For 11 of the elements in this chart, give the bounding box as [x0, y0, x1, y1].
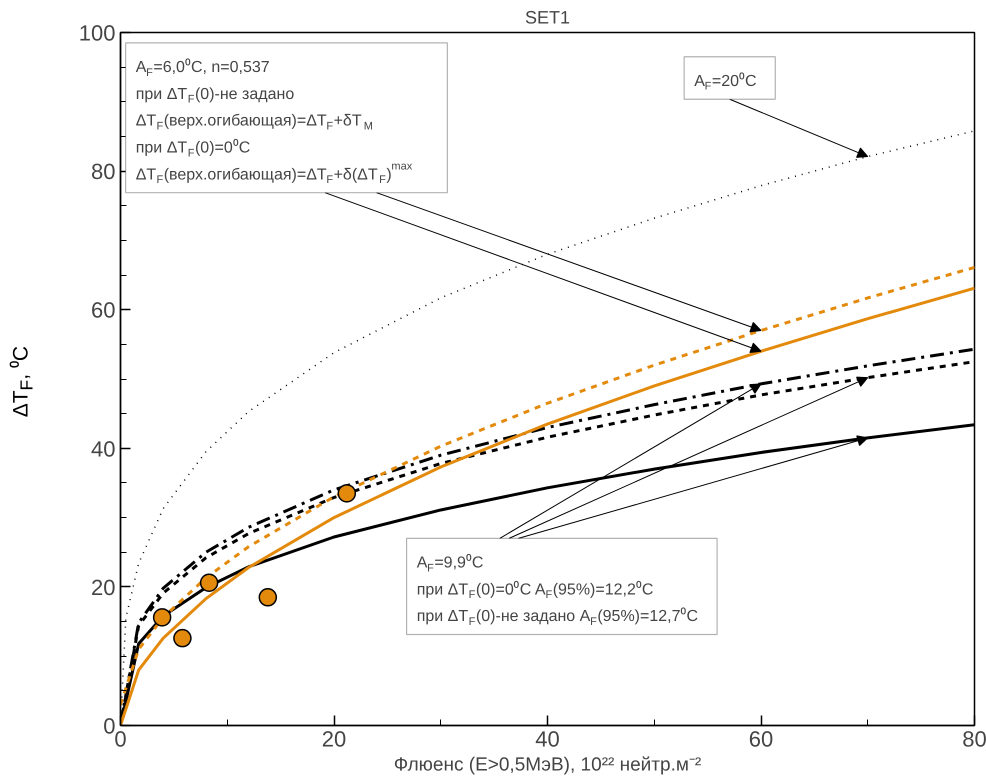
x-tick-label: 20 — [322, 726, 346, 752]
x-tick-label: 40 — [535, 726, 560, 752]
x-tick-label: 80 — [962, 726, 986, 752]
y-tick-label: 60 — [91, 298, 116, 323]
y-tick-label: 40 — [91, 436, 116, 462]
x-axis-title: Флюенс (E>0,5МэВ), 10²² нейтр.м⁻² — [394, 754, 702, 776]
x-tick-label: 60 — [748, 726, 774, 752]
y-tick-label: 100 — [78, 20, 116, 46]
y-tick-label: 20 — [91, 574, 116, 600]
y-tick-label: 80 — [91, 159, 116, 184]
chart-title: SET1 — [524, 8, 570, 28]
